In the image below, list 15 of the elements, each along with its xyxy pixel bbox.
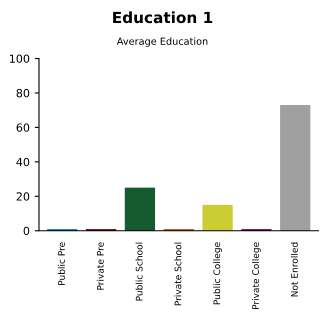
x-tick-label: Public College: [213, 242, 222, 304]
y-tick-label: 100: [10, 54, 30, 63]
y-tick-label: 20: [16, 192, 30, 201]
y-tick-label: 0: [24, 226, 30, 236]
y-tick-label: 80: [16, 88, 30, 98]
x-tick-label: Public School: [136, 242, 143, 301]
x-tick-label: Private College: [252, 242, 261, 310]
y-tick-label: 40: [16, 158, 30, 166]
chart-title: Education 1: [113, 11, 212, 24]
x-tick-label: Not Enrolled: [290, 242, 298, 296]
chart-subtitle: Average Education: [116, 37, 208, 47]
x-tick-label: Private School: [174, 242, 182, 306]
x-tick-label: Private Pre: [96, 242, 104, 290]
x-tick-label: Public Pre: [58, 242, 65, 285]
y-tick-label: 60: [16, 123, 30, 132]
